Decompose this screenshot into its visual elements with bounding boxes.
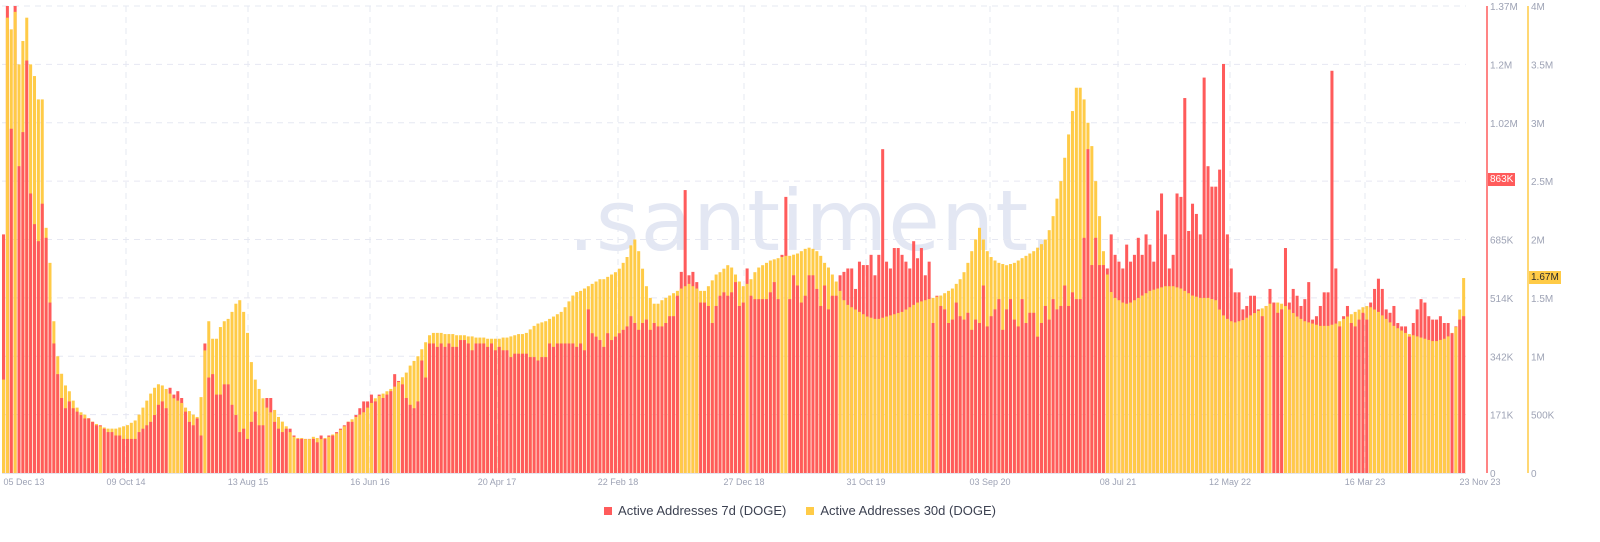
svg-text:4M: 4M	[1531, 2, 1545, 13]
chart-legend: Active Addresses 7d (DOGE) Active Addres…	[0, 503, 1600, 518]
svg-text:16 Jun 16: 16 Jun 16	[350, 477, 390, 487]
svg-text:2M: 2M	[1531, 236, 1545, 247]
svg-text:03 Sep 20: 03 Sep 20	[969, 477, 1010, 487]
svg-text:3M: 3M	[1531, 119, 1545, 130]
svg-text:13 Aug 15: 13 Aug 15	[228, 477, 269, 487]
legend-label-7d: Active Addresses 7d (DOGE)	[618, 503, 787, 518]
right-axis-current-value-badge: 1.67M	[1529, 271, 1561, 284]
svg-text:22 Feb 18: 22 Feb 18	[598, 477, 639, 487]
svg-text:08 Jul 21: 08 Jul 21	[1100, 477, 1137, 487]
svg-text:685K: 685K	[1490, 236, 1514, 247]
svg-text:09 Oct 14: 09 Oct 14	[106, 477, 145, 487]
svg-text:20 Apr 17: 20 Apr 17	[478, 477, 517, 487]
svg-text:1.5M: 1.5M	[1531, 294, 1553, 305]
svg-text:171K: 171K	[1490, 411, 1514, 422]
legend-swatch-red-icon	[604, 506, 613, 515]
legend-label-30d: Active Addresses 30d (DOGE)	[820, 503, 996, 518]
svg-text:31 Oct 19: 31 Oct 19	[846, 477, 885, 487]
svg-text:1.2M: 1.2M	[1490, 60, 1512, 71]
axes: 0 0 171K 500K 342K 1M 514K 1.5M 685K 2M 863K 2.5M 1.…	[2, 2, 1555, 487]
svg-text:342K: 342K	[1490, 352, 1514, 363]
svg-text:12 May 22: 12 May 22	[1209, 477, 1251, 487]
legend-item-30d[interactable]: Active Addresses 30d (DOGE)	[806, 503, 996, 518]
svg-text:27 Dec 18: 27 Dec 18	[723, 477, 764, 487]
svg-text:2.5M: 2.5M	[1531, 177, 1553, 188]
svg-text:514K: 514K	[1490, 294, 1514, 305]
legend-swatch-yellow-icon	[806, 506, 815, 515]
svg-text:0: 0	[1531, 469, 1537, 480]
svg-text:3.5M: 3.5M	[1531, 60, 1553, 71]
svg-text:16 Mar 23: 16 Mar 23	[1345, 477, 1386, 487]
legend-item-7d[interactable]: Active Addresses 7d (DOGE)	[604, 503, 786, 518]
bars	[2, 6, 1466, 474]
svg-text:1.02M: 1.02M	[1490, 119, 1518, 130]
svg-text:500K: 500K	[1531, 411, 1555, 422]
svg-text:1.37M: 1.37M	[1490, 2, 1518, 13]
svg-text:23 Nov 23: 23 Nov 23	[1459, 477, 1500, 487]
svg-text:1M: 1M	[1531, 352, 1545, 363]
svg-text:05 Dec 13: 05 Dec 13	[3, 477, 44, 487]
svg-text:0: 0	[1490, 469, 1496, 480]
left-axis-current-value-badge: 863K	[1488, 173, 1516, 186]
